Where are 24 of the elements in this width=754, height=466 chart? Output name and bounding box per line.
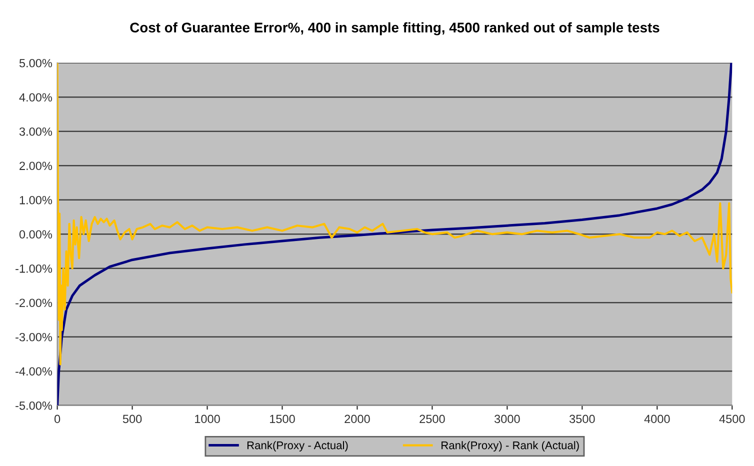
y-tick-label: 1.00% <box>20 196 52 204</box>
y-tick-label: 3.00% <box>19 127 52 136</box>
legend-label: Rank(Proxy) - Rank (Actual) <box>442 441 579 452</box>
y-tick-label: -5.00% <box>16 401 52 410</box>
x-tick-label: 1000 <box>195 414 220 424</box>
y-tick-label: 2.00% <box>20 162 52 170</box>
y-tick-label: -1.00% <box>16 264 52 273</box>
x-tick-label: 2500 <box>420 414 445 424</box>
x-tick-label: 3500 <box>569 414 595 424</box>
chart-title: Cost of Guarantee Error%, 400 in sample fitting, 4500 ranked out of sample tests <box>130 22 660 36</box>
x-tick-label: 3000 <box>494 414 520 424</box>
x-tick-label: 0 <box>54 414 60 424</box>
x-tick-label: 4500 <box>719 414 745 424</box>
y-tick-label: -3.00% <box>16 332 52 342</box>
y-tick-label: -4.00% <box>16 367 52 376</box>
y-tick-label: 5.00% <box>19 58 52 68</box>
y-tick-label: 4.00% <box>19 93 52 102</box>
x-tick-label: 1500 <box>270 414 295 424</box>
y-tick-label: 0.00% <box>19 230 52 239</box>
y-tick-label: -2.00% <box>16 298 52 308</box>
x-tick-label: 2000 <box>344 414 370 424</box>
x-tick-label: 4000 <box>644 414 670 424</box>
x-tick-label: 500 <box>122 414 142 424</box>
legend-label: Rank(Proxy - Actual) <box>247 441 348 452</box>
